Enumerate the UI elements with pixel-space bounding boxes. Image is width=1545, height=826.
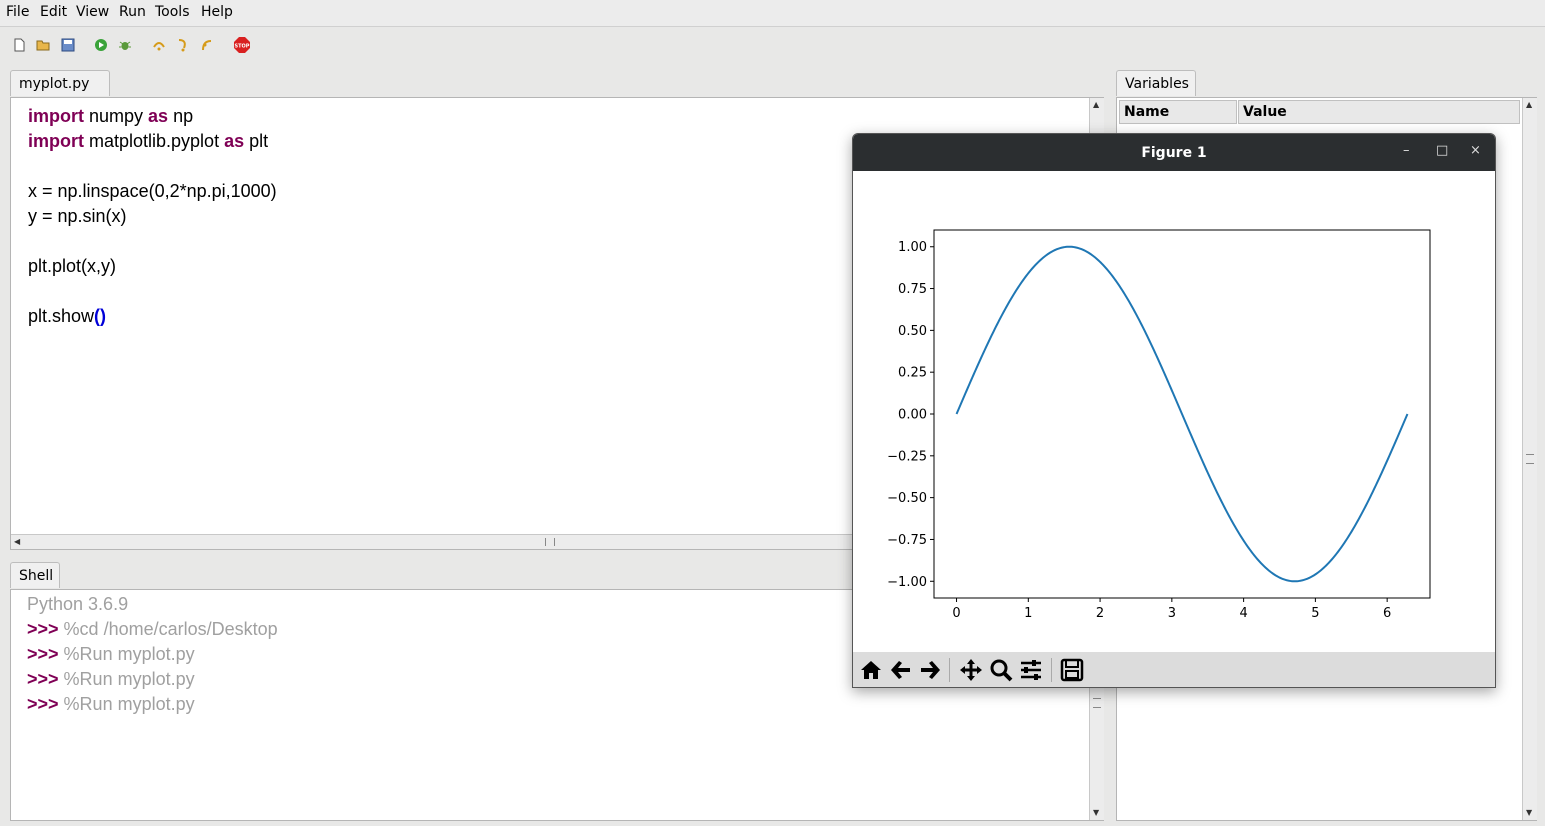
menu-edit[interactable]: Edit xyxy=(40,4,68,20)
debug-icon[interactable] xyxy=(118,38,132,52)
back-arrow-icon[interactable] xyxy=(888,657,914,683)
y-tick-label: 1.00 xyxy=(898,240,927,255)
y-tick-label: −1.00 xyxy=(887,575,927,590)
toolbar: STOP xyxy=(0,30,1545,60)
y-tick-label: 0.25 xyxy=(898,366,927,381)
editor-tab-label: myplot.py xyxy=(19,76,90,92)
scroll-down-icon[interactable]: ▼ xyxy=(1526,808,1533,817)
scroll-grip-icon xyxy=(1093,698,1101,708)
code-line-2: import matplotlib.pyplot as plt xyxy=(28,131,269,151)
code-line-7: plt.plot(x,y) xyxy=(28,256,117,276)
x-tick-label: 2 xyxy=(1096,606,1104,621)
menu-help[interactable]: Help xyxy=(201,4,233,20)
save-icon[interactable] xyxy=(61,38,75,52)
variables-tab-label: Variables xyxy=(1125,76,1189,92)
variables-column-name[interactable]: Name xyxy=(1119,100,1237,124)
variables-vertical-scrollbar[interactable]: ▲ ▼ xyxy=(1522,98,1537,820)
code-line-5: y = np.sin(x) xyxy=(28,206,127,226)
stop-icon-label: STOP xyxy=(235,44,250,50)
tab-variables[interactable]: Variables xyxy=(1116,70,1196,96)
shell-version: Python 3.6.9 xyxy=(27,594,129,614)
scroll-grip-icon xyxy=(545,538,555,546)
y-tick-label: −0.75 xyxy=(887,533,927,548)
variables-column-value[interactable]: Value xyxy=(1238,100,1520,124)
shell-line: >>> %cd /home/carlos/Desktop xyxy=(27,619,278,639)
menu-view[interactable]: View xyxy=(76,4,110,20)
scroll-grip-icon xyxy=(1526,454,1534,464)
save-figure-icon[interactable] xyxy=(1059,657,1085,683)
y-tick-label: 0.75 xyxy=(898,282,927,297)
y-tick-label: 0.00 xyxy=(898,408,927,423)
x-tick-label: 0 xyxy=(952,606,960,621)
step-into-icon[interactable] xyxy=(176,38,190,52)
close-icon[interactable]: × xyxy=(1470,143,1481,158)
toolbar-divider xyxy=(1051,658,1052,682)
forward-arrow-icon[interactable] xyxy=(917,657,943,683)
figure-navigation-toolbar xyxy=(853,652,1495,687)
open-folder-icon[interactable] xyxy=(36,38,50,52)
shell-line: >>> %Run myplot.py xyxy=(27,694,195,714)
shell-line: >>> %Run myplot.py xyxy=(27,669,195,689)
configure-icon[interactable] xyxy=(1018,657,1044,683)
code-line-9: plt.show() xyxy=(28,306,107,326)
x-tick-label: 5 xyxy=(1311,606,1319,621)
sine-plot[interactable]: 0 1 2 3 4 5 6 1.00 0.75 0.50 0.25 0.00 −0.25 −0.50 −0.… xyxy=(853,171,1495,652)
step-out-icon[interactable] xyxy=(200,38,214,52)
figure-title-bar[interactable]: Figure 1 – □ × xyxy=(853,134,1495,171)
figure-window[interactable]: Figure 1 – □ × 0 1 2 3 4 5 6 1.00 0.75 0.50 0.25 0.… xyxy=(852,133,1496,688)
figure-title: Figure 1 xyxy=(1141,145,1207,161)
menu-run[interactable]: Run xyxy=(119,4,146,20)
y-tick-label: −0.50 xyxy=(887,491,927,506)
scroll-up-icon[interactable]: ▲ xyxy=(1093,100,1100,109)
minimize-icon[interactable]: – xyxy=(1403,143,1410,158)
menu-tools[interactable]: Tools xyxy=(155,4,190,20)
x-tick-label: 6 xyxy=(1383,606,1391,621)
code-line-1: import numpy as np xyxy=(28,106,194,126)
y-tick-label: −0.25 xyxy=(887,449,927,464)
toolbar-divider xyxy=(949,658,950,682)
maximize-icon[interactable]: □ xyxy=(1436,143,1449,158)
shell-panel[interactable]: Python 3.6.9 >>> %cd /home/carlos/Deskto… xyxy=(10,589,1104,821)
new-file-icon[interactable] xyxy=(12,38,26,52)
menu-file[interactable]: File xyxy=(6,4,30,20)
stop-icon[interactable]: STOP xyxy=(233,36,251,54)
scroll-up-icon[interactable]: ▲ xyxy=(1526,100,1533,109)
tab-myplot-py[interactable]: myplot.py × xyxy=(10,70,110,117)
shell-tab-label: Shell xyxy=(19,568,54,584)
x-tick-label: 1 xyxy=(1024,606,1032,621)
shell-line: >>> %Run myplot.py xyxy=(27,644,195,664)
pan-icon[interactable] xyxy=(958,657,984,683)
zoom-icon[interactable] xyxy=(988,657,1014,683)
step-over-icon[interactable] xyxy=(152,38,166,52)
scroll-down-icon[interactable]: ▼ xyxy=(1093,808,1100,817)
x-tick-label: 4 xyxy=(1239,606,1247,621)
run-icon[interactable] xyxy=(94,38,108,52)
code-line-4: x = np.linspace(0,2*np.pi,1000) xyxy=(28,181,277,201)
editor-horizontal-scrollbar[interactable]: ◀ xyxy=(11,534,1089,549)
sine-line xyxy=(955,245,1409,583)
menu-bar: File Edit View Run Tools Help xyxy=(0,0,1545,27)
scroll-left-icon[interactable]: ◀ xyxy=(14,537,21,546)
x-tick-label: 3 xyxy=(1168,606,1176,621)
y-tick-label: 0.50 xyxy=(898,324,927,339)
tab-shell[interactable]: Shell xyxy=(10,562,60,588)
home-icon[interactable] xyxy=(858,657,884,683)
